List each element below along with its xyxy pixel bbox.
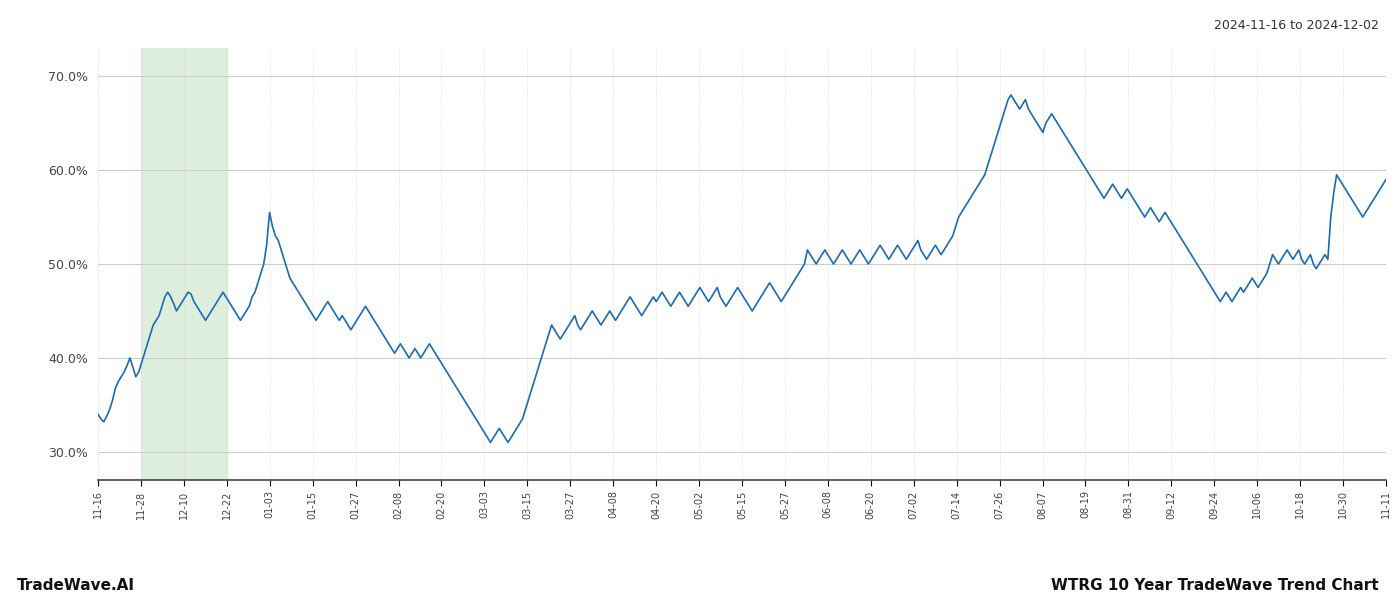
Text: 2024-11-16 to 2024-12-02: 2024-11-16 to 2024-12-02 [1214, 19, 1379, 32]
Text: WTRG 10 Year TradeWave Trend Chart: WTRG 10 Year TradeWave Trend Chart [1051, 578, 1379, 593]
Text: TradeWave.AI: TradeWave.AI [17, 578, 134, 593]
Bar [141, 48, 227, 480]
